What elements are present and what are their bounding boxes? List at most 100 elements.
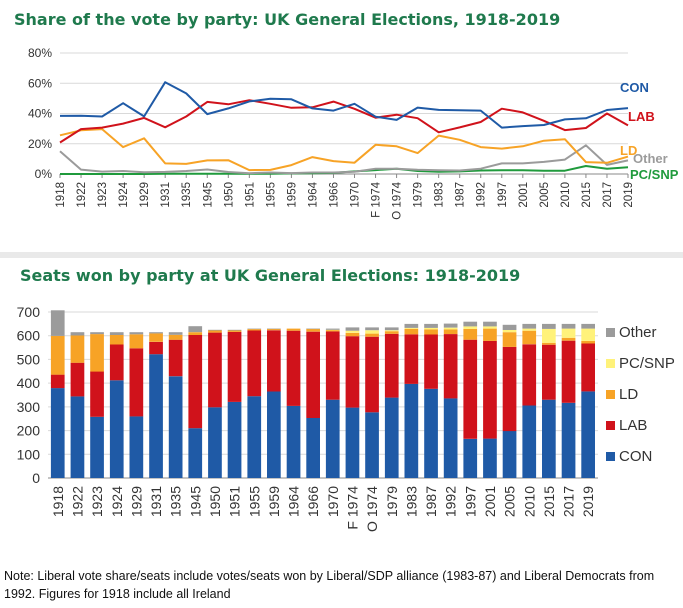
- bar-lab-1918: [50, 374, 65, 389]
- bar-ld-1992: [443, 329, 458, 334]
- x-tick-label: 1923: [97, 182, 109, 208]
- bar-ld-1931: [149, 333, 163, 342]
- bar-lab-f-1974: [345, 336, 360, 408]
- x-tick-label: 1992: [443, 486, 459, 517]
- bar-con-1945: [188, 428, 203, 478]
- bar-con-2005: [502, 431, 517, 478]
- x-tick-label: 1979: [384, 486, 400, 517]
- x-tick-label: 1951: [227, 486, 243, 517]
- bar-other-1945: [188, 326, 203, 333]
- bar-lab-1992: [443, 334, 458, 399]
- bar-lab-1979: [384, 333, 399, 398]
- bar-ld-1979: [384, 331, 399, 334]
- legend-label-con: CON: [619, 448, 652, 465]
- series-label-other: Other: [633, 151, 668, 166]
- x-tick-label: 1945: [202, 182, 214, 208]
- bar-other-1997: [463, 321, 478, 327]
- x-tick-label: 1966: [328, 182, 340, 208]
- x-tick-label: 2019: [623, 182, 635, 208]
- x-tick-label: 1935: [168, 486, 184, 517]
- bar-con-2001: [483, 438, 497, 478]
- panel-divider: [0, 252, 683, 258]
- seats-panel: Seats won by party at UK General Electio…: [0, 258, 683, 560]
- series-label-lab: LAB: [628, 109, 655, 124]
- bar-pc-snp-1970: [325, 329, 340, 331]
- bar-ld-1950: [208, 330, 222, 333]
- x-tick-label: 1918: [50, 486, 66, 517]
- bar-con-1935: [168, 376, 183, 478]
- bar-lab-1955: [247, 330, 262, 397]
- bar-ld-1935: [168, 334, 183, 340]
- y-tick-label: 600: [17, 328, 41, 344]
- legend-swatch-pc-snp: [606, 359, 615, 368]
- bar-other-1966: [306, 328, 320, 330]
- bar-other-2005: [502, 324, 517, 330]
- bar-lab-1966: [306, 331, 320, 418]
- y-tick-label: 100: [17, 446, 41, 462]
- x-tick-label: F 1974: [344, 486, 360, 530]
- bar-ld-1983: [404, 328, 419, 335]
- legend-swatch-lab: [606, 421, 615, 430]
- bar-ld-2019: [581, 340, 595, 344]
- bar-con-1966: [306, 418, 320, 478]
- bar-ld-f-1974: [345, 332, 360, 337]
- bar-lab-1983: [404, 334, 419, 384]
- y-tick-label: 0%: [35, 167, 53, 181]
- bar-pc-snp-2015: [542, 328, 556, 343]
- bar-lab-1959: [267, 330, 281, 392]
- bar-ld-1922: [70, 335, 85, 363]
- y-tick-label: 20%: [28, 137, 52, 151]
- bar-con-f-1974: [345, 407, 360, 478]
- x-tick-label: 2015: [541, 486, 557, 517]
- x-tick-label: 1997: [497, 182, 509, 208]
- bar-lab-1951: [227, 331, 242, 402]
- bar-ld-1918: [50, 336, 65, 375]
- bar-lab-o-1974: [365, 336, 379, 413]
- seats-title: Seats won by party at UK General Electio…: [20, 266, 521, 285]
- x-tick-label: 2010: [560, 182, 572, 208]
- bar-lab-1935: [168, 339, 183, 377]
- vote-share-panel: Share of the vote by party: UK General E…: [0, 0, 683, 252]
- x-tick-label: 1924: [118, 181, 130, 207]
- bar-other-1959: [267, 328, 281, 330]
- bar-lab-1987: [424, 334, 438, 389]
- x-tick-label: 2019: [580, 486, 596, 517]
- bar-other-1987: [424, 323, 438, 328]
- bar-ld-1959: [267, 328, 281, 331]
- x-tick-label: F 1974: [371, 181, 383, 217]
- x-tick-label: 1950: [207, 486, 223, 517]
- legend-label-ld: LD: [619, 386, 638, 403]
- bar-other-1918: [50, 310, 65, 336]
- bar-other-1929: [129, 332, 144, 335]
- bar-pc-snp-1979: [384, 330, 399, 332]
- bar-lab-1970: [325, 331, 340, 400]
- x-tick-label: 1931: [148, 486, 164, 517]
- bar-ld-1923: [90, 334, 104, 372]
- bar-other-1983: [404, 323, 419, 328]
- legend-swatch-other: [606, 328, 615, 337]
- legend-label-lab: LAB: [619, 417, 647, 434]
- bar-con-1983: [404, 383, 419, 478]
- bar-con-1992: [443, 398, 458, 478]
- bar-other-1922: [70, 332, 85, 336]
- bar-lab-1964: [286, 330, 301, 406]
- bar-ld-1997: [463, 328, 478, 340]
- bar-other-1970: [325, 328, 340, 330]
- bar-lab-2001: [483, 340, 497, 439]
- bar-pc-snp-1987: [424, 327, 438, 330]
- bar-con-1951: [227, 401, 242, 478]
- bar-other-1923: [90, 332, 104, 335]
- x-tick-label: 1951: [244, 182, 256, 208]
- bar-ld-o-1974: [365, 333, 379, 337]
- bar-ld-2015: [542, 342, 556, 345]
- y-tick-label: 700: [17, 304, 41, 320]
- x-tick-label: 1979: [413, 182, 425, 208]
- bar-other-f-1974: [345, 327, 360, 331]
- bar-lab-2015: [542, 344, 556, 400]
- bar-con-2010: [522, 405, 537, 478]
- bar-con-1922: [70, 396, 85, 478]
- x-tick-label: 1983: [403, 486, 419, 517]
- y-tick-label: 80%: [28, 46, 52, 60]
- bar-lab-1931: [149, 341, 163, 355]
